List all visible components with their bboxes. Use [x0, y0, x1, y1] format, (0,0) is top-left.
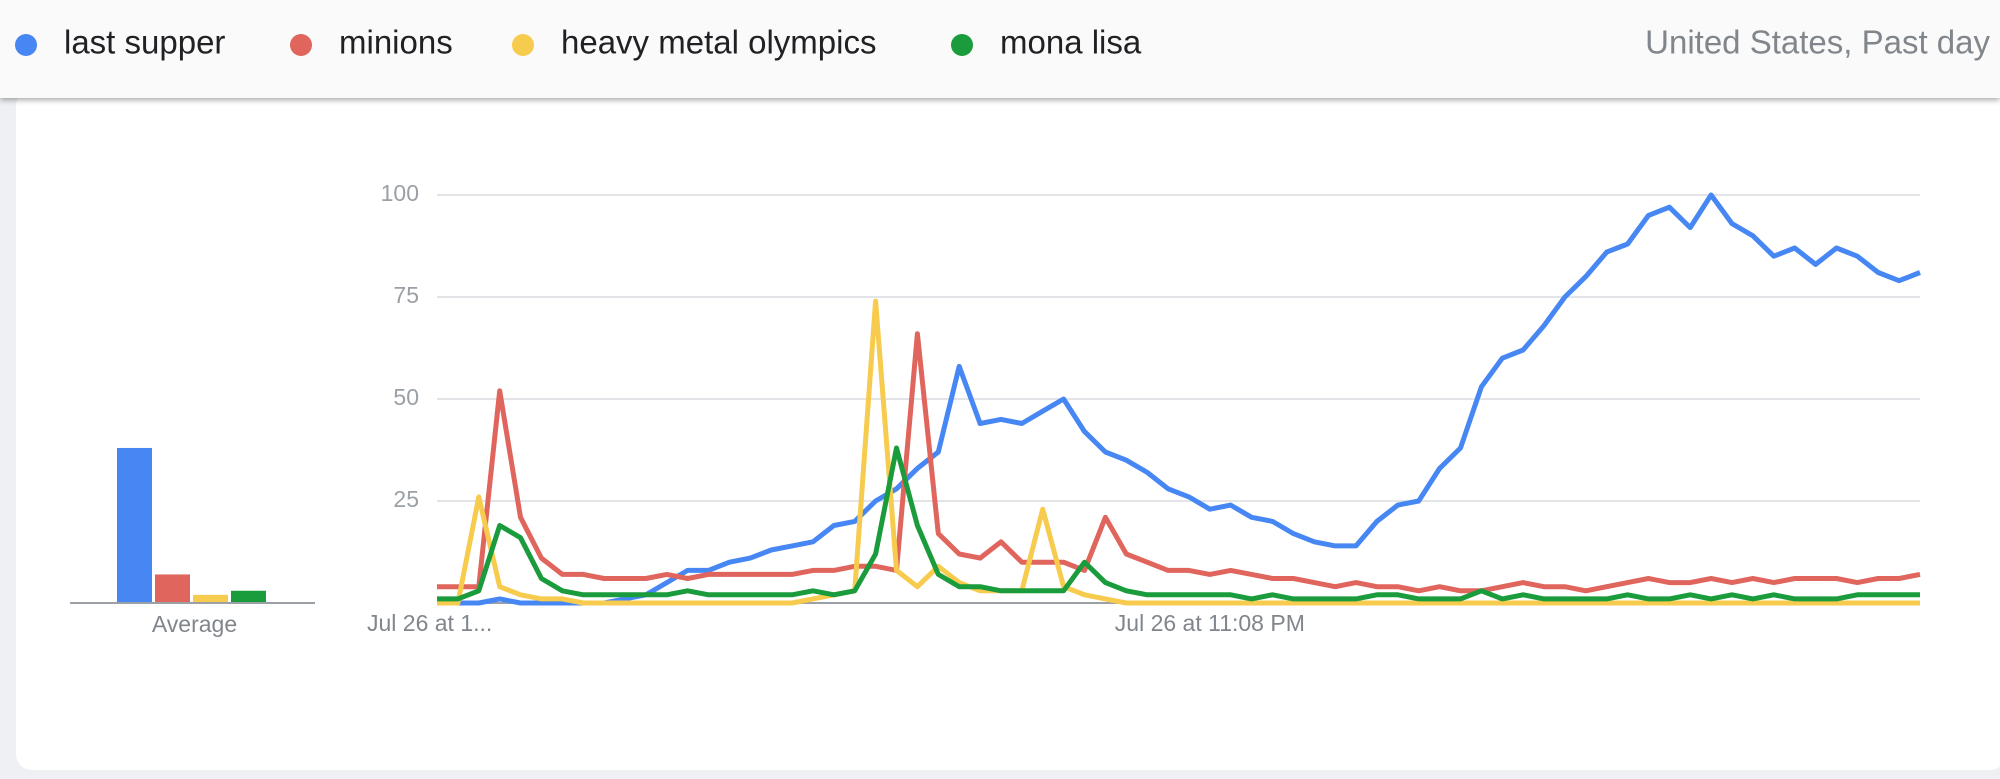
y-tick-label: 25 [393, 486, 419, 512]
y-tick-label: 75 [393, 282, 419, 308]
legend-label[interactable]: last supper [64, 24, 225, 61]
average-bar [231, 590, 266, 603]
series-line [437, 298, 1920, 606]
legend-dot [15, 34, 37, 56]
region-period: United States, Past day [1645, 24, 1990, 61]
legend: last supper minions heavy metal olympics mo… [15, 24, 1142, 61]
series-line [437, 445, 1920, 602]
average-bar [117, 447, 152, 603]
x-tick-label: Jul 26 at 11:08 PM [1115, 610, 1305, 636]
x-tick-label: Jul 26 at 1... [367, 610, 492, 636]
line-chart: 25 50 75 100 Jul 26 at 1... Jul 26 at 11:08 P… [367, 180, 1921, 636]
series-line [437, 331, 1921, 594]
series-line [437, 192, 1921, 606]
legend-dot [290, 34, 312, 56]
average-bar [193, 594, 228, 603]
average-bar [155, 574, 190, 603]
legend-dot [512, 34, 534, 56]
y-tick-label: 50 [393, 384, 419, 410]
card [16, 90, 2000, 770]
header-bar [0, 0, 2000, 98]
average-label: Average [152, 611, 237, 637]
average-chart: Average [70, 447, 315, 637]
legend-label[interactable]: mona lisa [1000, 24, 1142, 61]
y-tick-label: 100 [381, 180, 419, 206]
legend-label[interactable]: heavy metal olympics [561, 24, 876, 61]
legend-label[interactable]: minions [339, 24, 453, 61]
legend-dot [951, 34, 973, 56]
